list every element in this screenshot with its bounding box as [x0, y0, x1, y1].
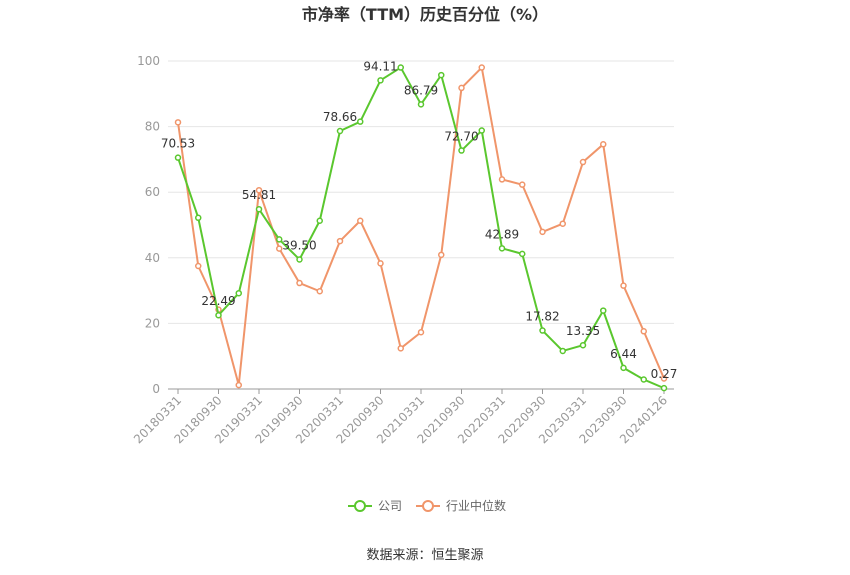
data-point — [296, 256, 303, 263]
data-labels: 70.53 22.49 54.81 39.50 78.66 94.11 86.79 72.70… — [161, 59, 678, 381]
data-point — [438, 71, 445, 79]
data-label: 70.53 — [161, 137, 195, 151]
data-point — [174, 119, 182, 126]
data-point — [559, 220, 566, 227]
y-axis: 0 20 40 60 80 100 — [137, 54, 160, 396]
legend-label: 公司 — [378, 499, 402, 513]
data-point — [498, 176, 506, 183]
data-point — [620, 364, 627, 372]
legend-item-1[interactable]: 行业中位数 — [416, 498, 506, 513]
data-point — [235, 381, 242, 389]
data-point — [316, 217, 323, 224]
data-point — [458, 147, 465, 154]
data-label: 39.50 — [282, 238, 316, 252]
data-label: 78.66 — [323, 110, 357, 124]
y-tick-label: 80 — [145, 120, 160, 134]
data-point — [336, 237, 344, 245]
source-note: 数据来源：恒生聚源 — [366, 548, 483, 563]
data-label: 42.89 — [485, 227, 519, 241]
data-point — [276, 236, 283, 243]
data-point — [296, 279, 303, 287]
data-point — [498, 245, 506, 252]
data-point — [195, 262, 202, 270]
data-label: 72.70 — [444, 130, 478, 144]
data-label: 0.27 — [651, 367, 678, 381]
data-point — [336, 127, 344, 135]
data-label: 13.35 — [566, 324, 600, 338]
data-point — [579, 158, 587, 166]
data-point — [519, 250, 526, 258]
data-point — [640, 328, 647, 335]
data-label: 17.82 — [525, 310, 559, 324]
legend-label: 行业中位数 — [446, 498, 506, 513]
data-point — [235, 289, 242, 297]
data-point — [620, 282, 627, 289]
data-point — [397, 345, 404, 352]
data-point — [660, 375, 668, 382]
data-point — [316, 288, 323, 295]
data-point — [357, 217, 364, 224]
data-label: 6.44 — [610, 347, 637, 361]
y-tick-label: 60 — [145, 185, 160, 199]
data-point — [377, 77, 384, 84]
data-point — [195, 214, 202, 222]
data-point — [539, 327, 546, 334]
y-tick-label: 20 — [145, 316, 160, 330]
data-point — [174, 154, 182, 161]
data-point — [478, 127, 485, 134]
legend[interactable]: 公司 行业中位数 — [348, 498, 506, 513]
data-label: 22.49 — [201, 294, 235, 308]
legend-swatch-marker — [422, 500, 434, 512]
data-point — [579, 341, 587, 349]
data-point — [255, 186, 263, 194]
data-point — [357, 118, 364, 125]
chart-title: 市净率（TTM）历史百分位（%） — [302, 5, 548, 24]
series-line-0 — [177, 66, 665, 390]
data-point — [397, 64, 404, 71]
data-point — [559, 347, 566, 355]
data-point — [458, 84, 465, 92]
data-label: 54.81 — [242, 188, 276, 202]
data-point — [255, 205, 263, 213]
data-point — [539, 228, 546, 236]
series-layer — [174, 64, 668, 392]
data-point — [215, 311, 222, 319]
data-point — [600, 141, 607, 148]
data-point — [640, 376, 647, 383]
x-axis: 2018033120180930201903312019093020200331… — [131, 388, 674, 446]
data-point — [438, 251, 445, 259]
data-point — [276, 245, 283, 252]
legend-item-0[interactable]: 公司 — [348, 499, 402, 513]
data-label: 94.11 — [363, 59, 397, 73]
legend-swatch-marker — [354, 500, 366, 512]
y-tick-label: 40 — [145, 251, 160, 265]
data-point — [478, 64, 485, 71]
data-point — [417, 101, 425, 108]
data-point — [417, 329, 425, 336]
data-label: 86.79 — [404, 83, 438, 97]
data-point — [660, 384, 668, 392]
y-tick-label: 0 — [152, 382, 160, 396]
y-tick-label: 100 — [137, 54, 160, 68]
data-point — [377, 260, 384, 267]
data-point — [519, 181, 526, 188]
data-point — [600, 307, 607, 314]
